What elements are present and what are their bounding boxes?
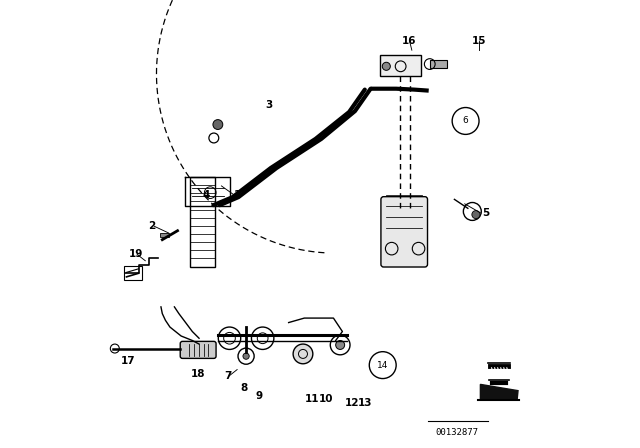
Bar [190,177,215,267]
Text: 5: 5 [482,208,490,218]
Circle shape [252,327,274,349]
Circle shape [452,108,479,134]
Text: 14: 14 [377,361,388,370]
Circle shape [213,120,223,129]
Text: 13: 13 [358,398,372,408]
Circle shape [336,340,345,349]
Text: 12: 12 [345,398,360,408]
Bar [430,60,447,68]
Polygon shape [481,384,518,400]
Text: 16: 16 [401,36,416,46]
Text: 10: 10 [319,394,333,404]
FancyBboxPatch shape [381,197,428,267]
Bar [159,233,168,237]
Circle shape [293,344,313,364]
Text: 00132877: 00132877 [435,428,478,437]
Circle shape [472,211,480,219]
Text: 2: 2 [148,221,156,231]
Text: 17: 17 [121,356,136,366]
Bar [124,266,141,280]
Text: 15: 15 [472,36,486,46]
Circle shape [382,62,390,70]
Bar [380,55,421,76]
Text: 11: 11 [305,394,319,404]
Circle shape [243,353,249,359]
Circle shape [369,352,396,379]
Text: 3: 3 [265,100,272,110]
Text: 8: 8 [240,383,248,392]
Text: 1: 1 [234,190,241,200]
Text: 9: 9 [255,392,262,401]
Text: 6: 6 [463,116,468,125]
Text: 19: 19 [129,250,143,259]
Text: 7: 7 [225,371,232,381]
FancyBboxPatch shape [180,341,216,358]
Text: 18: 18 [191,369,205,379]
Circle shape [218,327,241,349]
Text: 4: 4 [202,190,209,200]
